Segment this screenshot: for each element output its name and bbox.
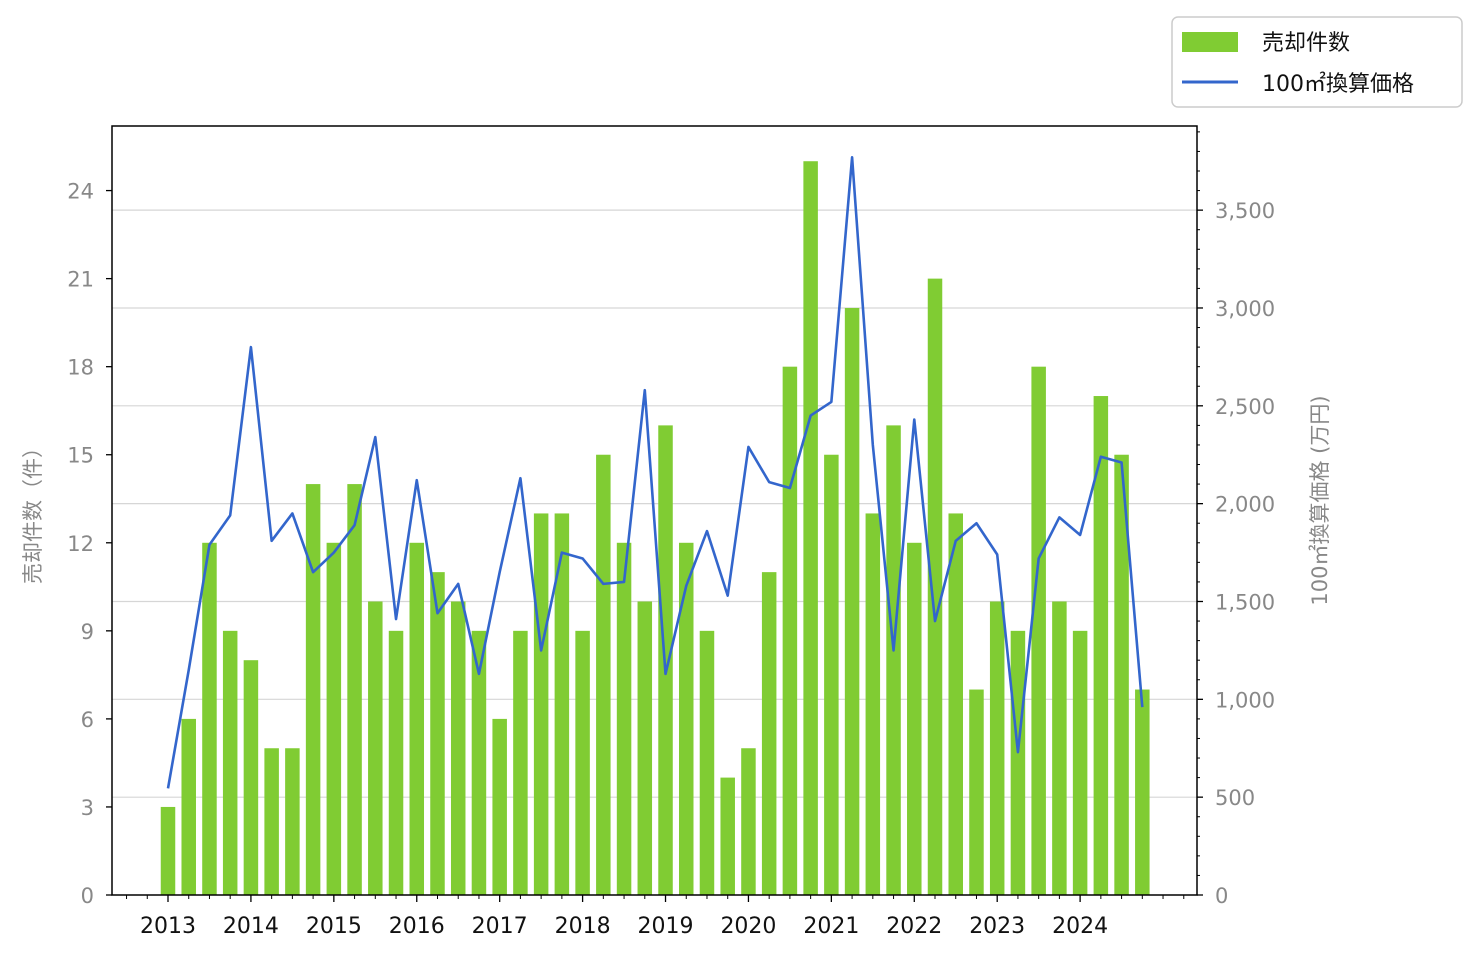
x-tick-label: 2013 <box>140 914 196 939</box>
left-axis-title: 売却件数（件） <box>21 437 45 584</box>
bar <box>699 630 715 895</box>
bar <box>927 278 943 895</box>
bar <box>492 718 507 895</box>
left-tick-label: 15 <box>67 444 94 468</box>
bar <box>388 630 404 895</box>
bar <box>1114 454 1129 895</box>
right-axis: 0 500 1,000 1,500 2,000 2,500 3,000 3,500 <box>1197 131 1275 908</box>
x-axis: 2013 2014 2015 2016 2017 2018 2019 2020 2021 2022… <box>126 895 1185 939</box>
x-tick-label: 2015 <box>306 914 362 939</box>
bar <box>761 572 777 895</box>
bar <box>782 366 798 895</box>
bar <box>430 572 445 895</box>
right-tick-label: 3,000 <box>1215 297 1275 321</box>
bar <box>326 542 342 895</box>
x-tick-label: 2017 <box>472 914 528 939</box>
x-tick-label: 2022 <box>886 914 942 939</box>
bar <box>1031 366 1046 895</box>
bar <box>533 513 549 895</box>
bar <box>347 484 362 895</box>
bar <box>285 748 300 895</box>
left-tick-label: 12 <box>67 532 94 556</box>
legend: 売却件数 100㎡換算価格 <box>1171 16 1463 108</box>
bar <box>969 689 984 895</box>
bar <box>305 484 321 895</box>
left-tick-label: 0 <box>81 884 94 908</box>
x-tick-label: 2023 <box>969 914 1025 939</box>
bar <box>181 718 196 895</box>
bar <box>409 542 425 895</box>
bar <box>264 748 279 895</box>
bar <box>886 425 901 895</box>
bar <box>741 748 756 895</box>
x-tick-label: 2014 <box>223 914 279 939</box>
bar <box>637 601 653 895</box>
right-axis-title: 100㎡換算価格 (万円) <box>1308 395 1332 605</box>
bar <box>1093 396 1109 895</box>
right-tick-label: 1,000 <box>1215 688 1275 712</box>
bar <box>844 307 860 895</box>
bar <box>803 161 818 895</box>
right-tick-label: 2,000 <box>1215 493 1275 517</box>
bar <box>865 513 881 895</box>
left-tick-label: 6 <box>81 708 94 732</box>
left-tick-label: 18 <box>67 356 94 380</box>
x-tick-label: 2018 <box>555 914 611 939</box>
legend-bar-swatch <box>1182 32 1238 52</box>
bar <box>989 601 1005 895</box>
gridlines <box>112 209 1197 798</box>
price-line <box>166 156 1144 789</box>
x-tick-label: 2021 <box>803 914 859 939</box>
bar <box>450 601 466 895</box>
x-tick-label: 2024 <box>1052 914 1108 939</box>
plot-frame <box>111 125 1198 896</box>
left-tick-label: 3 <box>81 796 94 820</box>
bar-series <box>160 161 1150 895</box>
legend-label-line: 100㎡換算価格 <box>1262 71 1414 97</box>
bar <box>596 454 611 895</box>
left-axis: 0 3 6 9 12 15 18 21 24 <box>67 180 112 908</box>
bar <box>1072 630 1088 895</box>
bar <box>679 542 694 895</box>
legend-box <box>1171 16 1463 108</box>
bar <box>160 806 176 895</box>
legend-label-bars: 売却件数 <box>1262 31 1350 56</box>
right-tick-label: 2,500 <box>1215 395 1275 419</box>
bar <box>554 513 570 895</box>
x-tick-label: 2016 <box>389 914 445 939</box>
bar <box>720 777 735 895</box>
bar <box>1135 689 1150 895</box>
bar <box>243 660 259 895</box>
bar <box>222 630 238 895</box>
x-tick-label: 2019 <box>638 914 694 939</box>
bar <box>202 542 217 895</box>
bar <box>575 630 590 895</box>
right-tick-label: 500 <box>1215 786 1255 810</box>
bar <box>471 630 487 895</box>
bar <box>948 513 963 895</box>
bar <box>368 601 383 895</box>
left-tick-label: 9 <box>81 620 94 644</box>
bar <box>824 454 839 895</box>
right-tick-label: 1,500 <box>1215 590 1275 614</box>
bar <box>616 542 632 895</box>
right-tick-label: 0 <box>1215 884 1228 908</box>
bar <box>513 630 528 895</box>
x-tick-label: 2020 <box>720 914 776 939</box>
bar <box>1010 630 1026 895</box>
left-tick-label: 24 <box>67 180 94 204</box>
left-tick-label: 21 <box>67 268 94 292</box>
right-tick-label: 3,500 <box>1215 199 1275 223</box>
line-series <box>166 156 1144 789</box>
bar <box>1052 601 1067 895</box>
bar <box>907 542 922 895</box>
